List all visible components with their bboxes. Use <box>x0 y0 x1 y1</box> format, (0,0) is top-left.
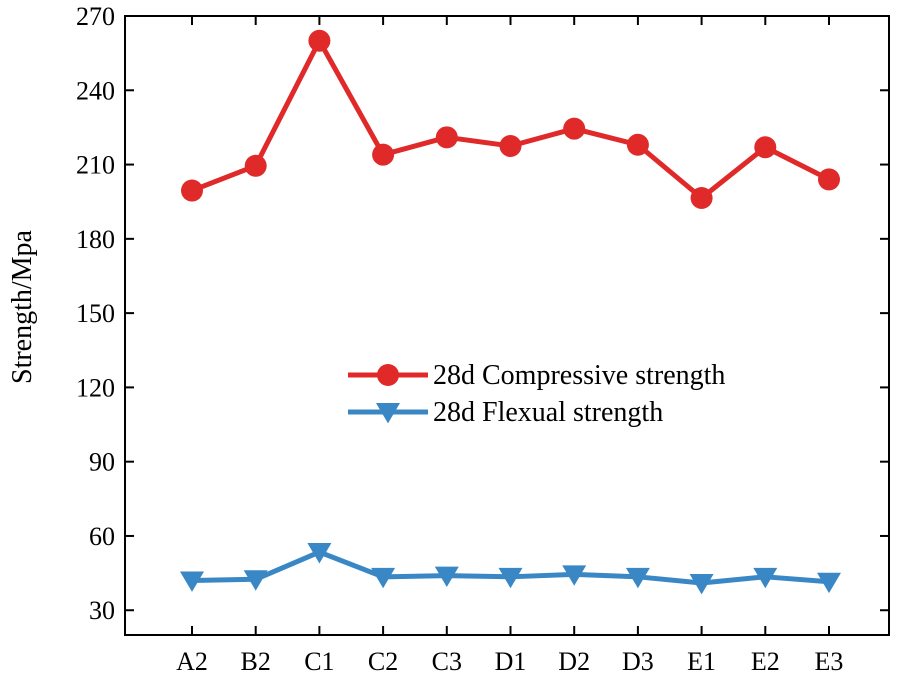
x-tick-label: D1 <box>495 647 527 676</box>
data-point <box>181 179 203 202</box>
legend-marker <box>376 403 400 424</box>
y-axis: 30 60 90 120 150 180 210 240 270 <box>76 2 889 625</box>
legend-label: 28d Flexual strength <box>433 397 663 428</box>
data-point <box>308 29 331 52</box>
x-tick-label: E2 <box>751 647 780 676</box>
data-point <box>690 186 713 209</box>
data-point <box>434 566 459 587</box>
data-point <box>753 567 778 589</box>
data-point <box>371 567 396 589</box>
series-layer <box>180 29 841 595</box>
data-point <box>499 134 522 157</box>
data-point <box>243 570 268 591</box>
data-point <box>754 136 777 159</box>
x-tick-label: C1 <box>304 647 334 676</box>
y-tick-label: 90 <box>89 448 115 477</box>
x-tick-label: B2 <box>241 647 271 676</box>
y-tick-label: 210 <box>76 151 115 180</box>
y-tick-label: 30 <box>89 596 115 625</box>
legend-marker <box>377 364 399 386</box>
y-tick-label: 180 <box>76 225 115 254</box>
x-tick-label: C2 <box>368 647 398 676</box>
x-tick-label: D3 <box>622 647 654 676</box>
x-tick-label: E3 <box>815 647 844 676</box>
data-point <box>562 565 587 586</box>
data-point <box>626 133 649 156</box>
y-tick-label: 270 <box>76 2 115 31</box>
x-tick-label: D2 <box>558 647 590 676</box>
legend-item: 28d Compressive strength <box>348 360 725 391</box>
legend-item: 28d Flexual strength <box>348 397 663 428</box>
data-point <box>817 572 841 594</box>
data-point <box>498 567 523 589</box>
series-compressive-strength <box>181 29 840 209</box>
data-point <box>307 543 332 564</box>
y-tick-label: 150 <box>76 299 115 328</box>
x-axis: A2 B2 C1 C2 C3 D1 D2 D3 E1 E2 E3 <box>176 16 843 676</box>
x-tick-label: E1 <box>687 647 716 676</box>
data-point <box>689 574 714 595</box>
data-point <box>625 567 650 589</box>
legend-label: 28d Compressive strength <box>433 360 725 391</box>
data-point <box>372 143 395 166</box>
y-axis-title: Strength/Mpa <box>7 229 38 384</box>
x-tick-label: C3 <box>432 647 462 676</box>
series-flexual-strength <box>180 543 841 595</box>
legend: 28d Compressive strength 28d Flexual stre… <box>348 360 725 428</box>
data-point <box>563 117 586 140</box>
plot-area <box>124 15 890 636</box>
series-line <box>191 38 831 201</box>
data-point <box>818 168 840 191</box>
y-tick-label: 240 <box>76 76 115 105</box>
y-tick-label: 120 <box>76 373 115 402</box>
data-point <box>180 571 204 592</box>
data-point <box>244 154 267 177</box>
plot-frame <box>124 15 890 636</box>
data-point <box>435 126 458 149</box>
y-tick-label: 60 <box>89 522 115 551</box>
x-tick-label: A2 <box>176 647 208 676</box>
